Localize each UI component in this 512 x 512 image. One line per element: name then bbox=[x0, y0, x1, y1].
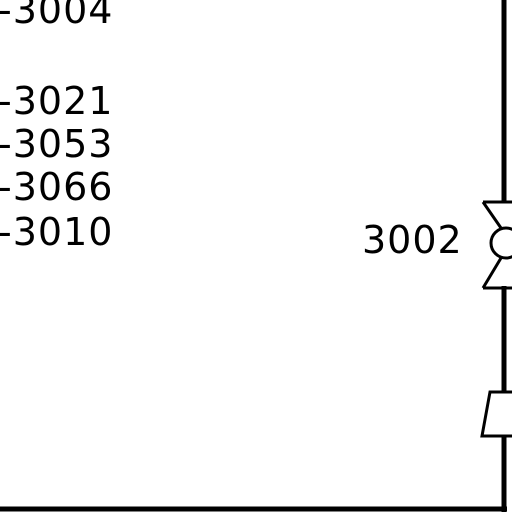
line-label-3010: -3010 bbox=[0, 210, 113, 254]
line-label-3066: -3066 bbox=[0, 165, 113, 209]
valve-tag-label: 3002 bbox=[362, 218, 463, 262]
line-label-3021: -3021 bbox=[0, 79, 113, 123]
reducer-symbol bbox=[480, 390, 512, 438]
valve-symbol bbox=[481, 200, 512, 290]
line-label-3004: -3004 bbox=[0, 0, 113, 32]
line-label-3053: -3053 bbox=[0, 122, 113, 166]
